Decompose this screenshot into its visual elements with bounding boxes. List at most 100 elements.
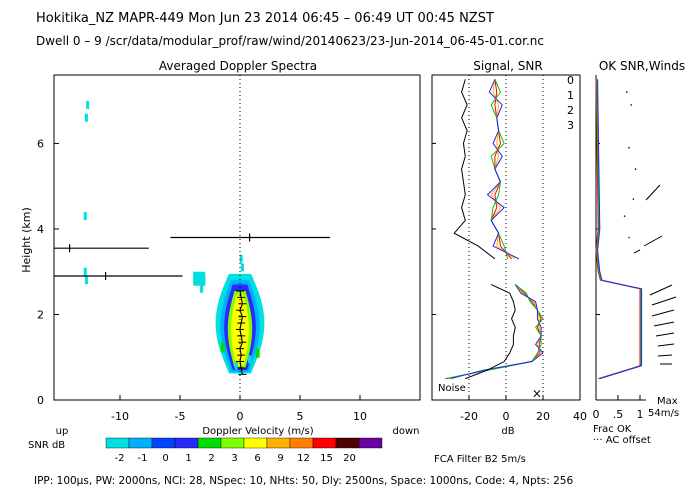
ac-offset-dot-1 [630, 104, 632, 106]
noise-patch-8 [240, 263, 244, 272]
header-subtitle: Dwell 0 – 9 /scr/data/modular_prof/raw/w… [36, 34, 544, 48]
colorbar-tick-6: 6 [254, 453, 260, 464]
header-title: Hokitika_NZ MAPR-449 Mon Jun 23 2014 06:… [36, 11, 494, 26]
ac-offset-dot-2 [628, 146, 630, 149]
wind-arrow-1 [643, 235, 663, 247]
snr-upper-line-3 [486, 79, 520, 260]
spectra-ytick-label-3: 6 [37, 137, 44, 150]
colorbar-tick-2: 0 [162, 453, 168, 464]
spectra-xtick-label-2: 0 [237, 410, 244, 423]
frac-ok-line-1 [596, 79, 642, 380]
wind-arrow-6 [653, 321, 675, 327]
noise-patch-2 [83, 212, 87, 221]
colorbar-swatch-5 [220, 437, 245, 449]
signal-xtick-label-2: 20 [536, 410, 550, 423]
wind-arrow-5 [651, 309, 675, 317]
wind-arrow-4 [651, 296, 677, 306]
signal-xlabel: dB [501, 426, 514, 437]
noise-patch-block [193, 271, 206, 286]
colorbar-label: SNR dB [28, 440, 65, 451]
colorbar-swatch-2 [151, 437, 176, 449]
wind-arrow-2 [633, 249, 641, 254]
legend-dwell-3: 3 [567, 119, 574, 132]
noise-patch-6 [200, 284, 204, 293]
colorbar-swatch-10 [335, 437, 360, 449]
colorbar-swatch-3 [174, 437, 199, 449]
wind-arrow-3 [649, 284, 673, 296]
spectra-ytick-label-2: 4 [37, 223, 44, 236]
spectra-frame [53, 74, 421, 401]
signal-title: Signal, SNR [473, 59, 542, 73]
echo-patch-left [220, 342, 225, 353]
colorbar-tick-10: 20 [343, 453, 356, 464]
footer-params: IPP: 100µs, PW: 2000ns, NCI: 28, NSpec: … [34, 475, 573, 487]
noise-patch-4 [84, 276, 88, 285]
winds-xtick-label-2: 1 [637, 408, 644, 421]
frac-ok-label: Frac OK [593, 424, 632, 435]
winds-plot: 0.5 1 [593, 75, 677, 421]
signal-snr-plot: -20 0 20 40 × 0 1 2 3 [432, 74, 587, 423]
snr-line-3 [450, 284, 544, 380]
snr-colorbar: -2 -1 0 1 2 3 6 9 12 15 20 [105, 437, 383, 464]
winds-xtick-label-0: 0 [593, 408, 600, 421]
signal-xtick-label-3: 40 [573, 410, 587, 423]
ac-offset-dot-5 [623, 215, 626, 217]
snr-line-1 [448, 284, 542, 380]
colorbar-swatch-9 [312, 437, 337, 449]
ac-offset-dot-6 [628, 236, 630, 239]
noise-patch-9 [234, 361, 238, 370]
noise-patch-7 [239, 254, 243, 263]
signal-xtick-label-1: 0 [503, 410, 510, 423]
wind-arrow-8 [657, 343, 675, 347]
colorbar-swatch-11 [358, 437, 383, 449]
spectra-xtick-label-3: 5 [297, 410, 304, 423]
colorbar-tick-0: -2 [115, 453, 125, 464]
spectra-heatmap [54, 75, 330, 400]
colorbar-tick-1: -1 [138, 453, 148, 464]
frac-ok-line-0 [595, 79, 641, 380]
snr-upper-line-2 [490, 79, 509, 260]
down-label: down [393, 426, 420, 437]
colorbar-tick-5: 3 [231, 453, 237, 464]
noise-x-marker: × [532, 387, 542, 401]
max-value: 54m/s [648, 408, 679, 419]
spectra-ytick-label-0: 0 [37, 394, 44, 407]
ac-offset-dot-0 [626, 91, 628, 93]
colorbar-tick-8: 12 [297, 453, 310, 464]
winds-xtick-label-1: .5 [613, 408, 624, 421]
winds-title: OK SNR,Winds [599, 59, 685, 73]
colorbar-swatch-0 [105, 437, 130, 449]
filter-label: FCA Filter B2 5m/s [434, 454, 526, 465]
max-label: Max [657, 396, 678, 407]
colorbar-swatch-8 [289, 437, 314, 449]
snr-line-0 [446, 284, 542, 380]
signal-upper-line [453, 79, 496, 260]
spectra-axes: -10 -5 0 5 10 0 2 4 6 [37, 137, 367, 423]
colorbar-swatch-7 [266, 437, 291, 449]
colorbar-tick-3: 1 [185, 453, 191, 464]
noise-patch-0 [86, 100, 90, 109]
spectra-title: Averaged Doppler Spectra [159, 59, 317, 73]
wind-arrow-0 [645, 184, 661, 201]
colorbar-swatch-6 [243, 437, 268, 449]
signal-xtick-label-0: -20 [460, 410, 478, 423]
ac-offset-dot-4 [632, 198, 635, 200]
noise-patch-3 [83, 267, 87, 276]
spectra-xtick-label-4: 10 [353, 410, 367, 423]
ac-offset-label: ··· AC offset [593, 435, 651, 446]
spectra-xtick-label-0: -10 [111, 410, 129, 423]
echo-patch-right [255, 348, 260, 358]
colorbar-tick-9: 15 [320, 453, 333, 464]
spectra-ytick-label-1: 2 [37, 308, 44, 321]
up-label: up [56, 426, 69, 437]
noise-patch-10 [248, 355, 252, 364]
colorbar-tick-7: 9 [277, 453, 283, 464]
ac-offset-dot-3 [634, 168, 637, 170]
spectra-xtick-label-1: -5 [175, 410, 186, 423]
wind-arrow-7 [655, 332, 675, 337]
legend-dwell-1: 1 [567, 89, 574, 102]
frac-ok-line-2 [597, 79, 643, 380]
spectra-ylabel: Height (km) [20, 207, 33, 273]
legend-dwell-0: 0 [567, 74, 574, 87]
